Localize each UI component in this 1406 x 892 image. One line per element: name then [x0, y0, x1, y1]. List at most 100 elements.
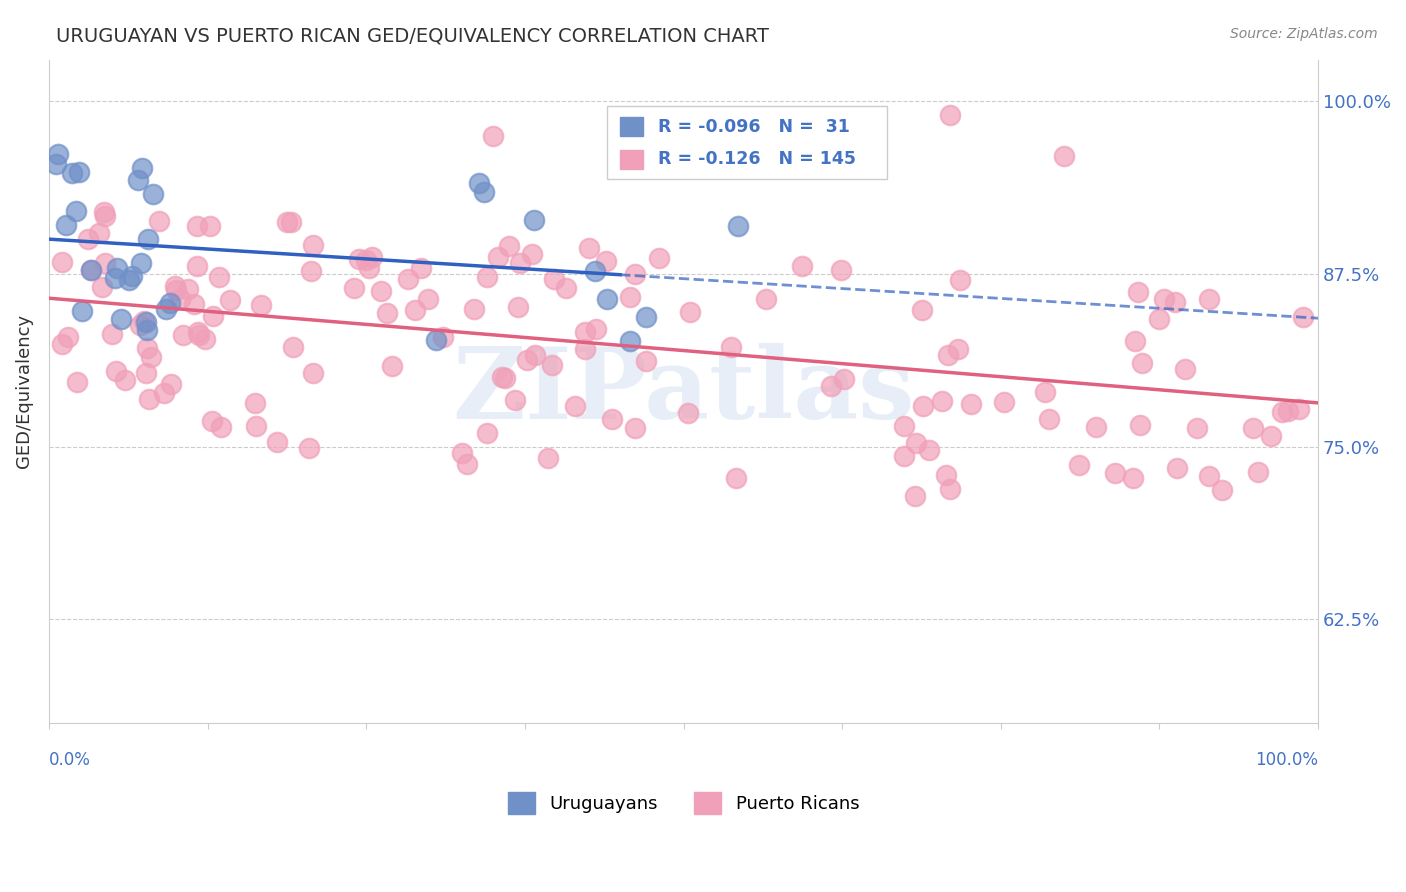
Point [51, 255, 73, 269]
Point [94, 256, 117, 270]
Point [302, 237, 325, 252]
Point [65, 203, 87, 218]
Point [45, 157, 67, 171]
Point [583, 263, 606, 277]
Point [1084, 419, 1107, 434]
Point [678, 406, 700, 420]
Point [396, 272, 419, 286]
Point [219, 293, 242, 307]
Point [1104, 466, 1126, 480]
Point [893, 419, 915, 434]
Point [183, 297, 205, 311]
Point [516, 352, 538, 367]
Point [1211, 483, 1233, 497]
Point [375, 305, 398, 319]
Point [939, 108, 962, 122]
Point [619, 290, 641, 304]
Point [361, 250, 384, 264]
Point [114, 373, 136, 387]
Point [165, 283, 187, 297]
Point [904, 489, 927, 503]
Point [755, 292, 778, 306]
Point [893, 449, 915, 463]
Legend: Uruguayans, Puerto Ricans: Uruguayans, Puerto Ricans [501, 785, 866, 822]
Point [148, 214, 170, 228]
Point [1260, 429, 1282, 443]
Point [456, 457, 478, 471]
Point [648, 251, 671, 265]
Point [94, 209, 117, 223]
Text: 0.0%: 0.0% [49, 751, 91, 769]
Point [1271, 405, 1294, 419]
Text: R = -0.096   N =  31: R = -0.096 N = 31 [658, 119, 851, 136]
Point [959, 397, 981, 411]
Point [160, 377, 183, 392]
Point [1198, 292, 1220, 306]
Point [104, 271, 127, 285]
Point [634, 354, 657, 368]
Point [1166, 461, 1188, 475]
Point [475, 426, 498, 441]
Point [918, 443, 941, 458]
Point [79, 263, 101, 277]
Point [523, 213, 546, 227]
Point [1125, 334, 1147, 348]
Point [1130, 356, 1153, 370]
Point [720, 340, 742, 354]
Point [993, 395, 1015, 409]
Point [1149, 311, 1171, 326]
Point [194, 332, 217, 346]
Point [425, 334, 447, 348]
Point [159, 296, 181, 310]
Point [187, 325, 209, 339]
Point [1129, 418, 1152, 433]
Point [209, 419, 232, 434]
Point [506, 300, 529, 314]
Point [67, 165, 90, 179]
Point [136, 323, 159, 337]
Point [578, 241, 600, 255]
Point [93, 205, 115, 219]
Point [1277, 404, 1299, 418]
Point [302, 366, 325, 380]
Point [357, 260, 380, 275]
Point [475, 270, 498, 285]
Point [62, 166, 84, 180]
Bar [620, 117, 643, 136]
Point [283, 340, 305, 354]
Bar [607, 106, 887, 179]
Point [1164, 294, 1187, 309]
Bar [620, 150, 643, 169]
Point [201, 414, 224, 428]
Point [1033, 385, 1056, 400]
Point [1053, 149, 1076, 163]
Point [1288, 401, 1310, 416]
Point [1241, 421, 1264, 435]
Y-axis label: GED/Equivalency: GED/Equivalency [15, 314, 32, 468]
Point [165, 279, 187, 293]
Text: R = -0.126   N = 145: R = -0.126 N = 145 [658, 150, 856, 168]
Point [1292, 310, 1315, 324]
Point [131, 256, 153, 270]
Point [131, 161, 153, 175]
Point [72, 303, 94, 318]
Point [522, 246, 544, 260]
Point [276, 215, 298, 229]
Point [939, 482, 962, 496]
Point [596, 292, 619, 306]
Point [77, 232, 100, 246]
Point [523, 348, 546, 362]
Point [347, 252, 370, 267]
Point [463, 301, 485, 316]
Point [725, 471, 748, 485]
Point [1038, 412, 1060, 426]
Point [585, 322, 607, 336]
Point [299, 264, 322, 278]
Point [486, 251, 509, 265]
Point [472, 185, 495, 199]
Point [418, 292, 440, 306]
Point [188, 327, 211, 342]
Point [905, 435, 928, 450]
Point [820, 378, 842, 392]
Point [1198, 469, 1220, 483]
